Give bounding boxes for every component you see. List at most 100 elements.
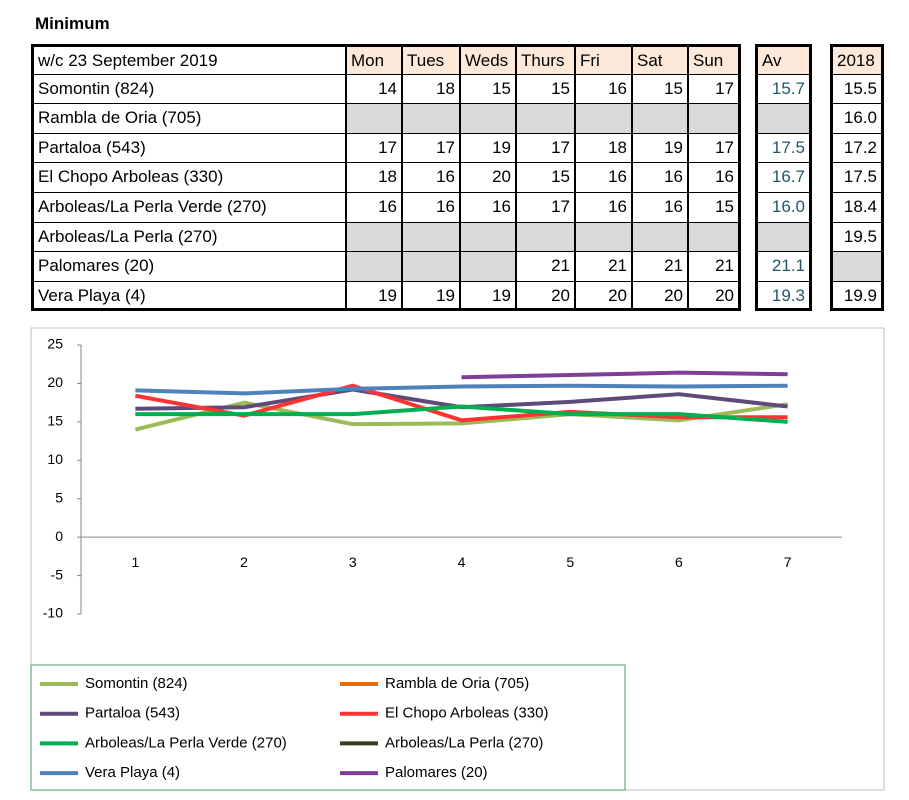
legend-label: Palomares (20)	[385, 764, 488, 781]
legend-label: Partaloa (543)	[85, 705, 180, 722]
table-cell: 14	[346, 73, 402, 105]
table-cell: 19	[632, 132, 688, 164]
y-tick-label: -10	[43, 605, 63, 621]
series-line	[135, 383, 788, 396]
table-cell: 16	[575, 162, 632, 193]
table-cell: 16	[346, 192, 402, 223]
table-cell: 20	[688, 280, 741, 312]
table-cell	[516, 221, 575, 253]
table-cell: Vera Playa (4)	[31, 280, 346, 312]
series-line	[134, 383, 788, 423]
table-cell: 17	[688, 132, 741, 164]
table-cell: 20	[460, 162, 516, 193]
x-tick-label: 4	[458, 554, 466, 570]
table-cell: 16	[575, 73, 632, 105]
heading: Minimum	[35, 14, 110, 33]
table-cell: 20	[632, 280, 688, 312]
table-cell: 19	[402, 280, 460, 312]
table-cell: 17	[516, 132, 575, 164]
header-cell: Sat	[632, 44, 688, 75]
table-cell	[575, 103, 632, 134]
table-cell: 19	[460, 132, 516, 164]
legend-label: Arboleas/La Perla Verde (270)	[85, 734, 287, 751]
table-cell: 15.5	[830, 73, 884, 105]
table-cell	[632, 221, 688, 253]
table-cell: 18	[575, 132, 632, 164]
table-cell: 16.0	[830, 103, 884, 134]
legend-label: Arboleas/La Perla (270)	[385, 734, 543, 751]
table-cell	[575, 221, 632, 253]
table-cell: 15	[516, 73, 575, 105]
header-cell: w/c 23 September 2019	[31, 44, 346, 75]
table-cell: Somontin (824)	[31, 73, 346, 105]
legend-label: Somontin (824)	[85, 675, 188, 692]
table-cell	[346, 221, 402, 253]
table-cell: El Chopo Arboleas (330)	[31, 162, 346, 193]
series-line	[461, 370, 788, 380]
table-cell: 16	[575, 192, 632, 223]
table-cell: 15	[460, 73, 516, 105]
table-cell: 15	[688, 192, 741, 223]
table-cell: 17	[402, 132, 460, 164]
legend-frame	[30, 664, 626, 791]
table-cell: 19.9	[830, 280, 884, 312]
series-line	[135, 404, 788, 424]
legend-label: Rambla de Oria (705)	[385, 675, 529, 692]
header-cell: Fri	[575, 44, 632, 75]
table-cell: 18.4	[830, 192, 884, 223]
table-cell	[346, 251, 402, 282]
table-cell: 17	[346, 132, 402, 164]
table-cell: 17.5	[755, 132, 812, 164]
chart-frame	[30, 327, 885, 791]
x-tick-label: 3	[349, 554, 357, 570]
table-cell: 16	[402, 162, 460, 193]
series-line	[134, 400, 788, 432]
header-cell: Sun	[688, 44, 741, 75]
table-cell: 16.7	[755, 162, 812, 193]
x-tick-label: 2	[240, 554, 248, 570]
header-cell: Tues	[402, 44, 460, 75]
table-cell: 19	[346, 280, 402, 312]
table-cell	[460, 221, 516, 253]
y-tick-label: 5	[55, 489, 63, 505]
table-cell: 16	[688, 162, 741, 193]
x-tick-label: 5	[566, 554, 574, 570]
table-cell	[632, 103, 688, 134]
legend-label: El Chopo Arboleas (330)	[385, 705, 548, 722]
x-tick-label: 1	[131, 554, 139, 570]
table-cell: 15	[516, 162, 575, 193]
table-cell: 19	[460, 280, 516, 312]
table-cell: 15	[632, 73, 688, 105]
table-cell: 15.7	[755, 73, 812, 105]
table-cell	[402, 221, 460, 253]
table-cell: 17.2	[830, 132, 884, 164]
table-cell: 21.1	[755, 251, 812, 282]
y-tick-label: 0	[55, 528, 63, 544]
table-cell: Arboleas/La Perla (270)	[31, 221, 346, 253]
table-cell: 19.3	[755, 280, 812, 312]
table-cell: 17	[688, 73, 741, 105]
table-cell: 16.0	[755, 192, 812, 223]
header-cell: Av	[755, 44, 812, 75]
table-cell	[688, 221, 741, 253]
table-cell	[460, 103, 516, 134]
table-cell: Arboleas/La Perla Verde (270)	[31, 192, 346, 223]
table-cell	[402, 103, 460, 134]
table-cell: 21	[632, 251, 688, 282]
x-tick-label: 6	[675, 554, 683, 570]
table-cell: 21	[516, 251, 575, 282]
table-cell: 21	[575, 251, 632, 282]
y-tick-label: 10	[47, 451, 63, 467]
table-cell: 17	[516, 192, 575, 223]
series-line	[135, 387, 788, 411]
table-cell	[755, 103, 812, 134]
header-cell: 2018	[830, 44, 884, 75]
table-cell: 16	[460, 192, 516, 223]
table-cell	[516, 103, 575, 134]
table-cell: 20	[516, 280, 575, 312]
header-cell: Weds	[460, 44, 516, 75]
table-cell: Palomares (20)	[31, 251, 346, 282]
table-cell: 16	[402, 192, 460, 223]
table-cell	[402, 251, 460, 282]
